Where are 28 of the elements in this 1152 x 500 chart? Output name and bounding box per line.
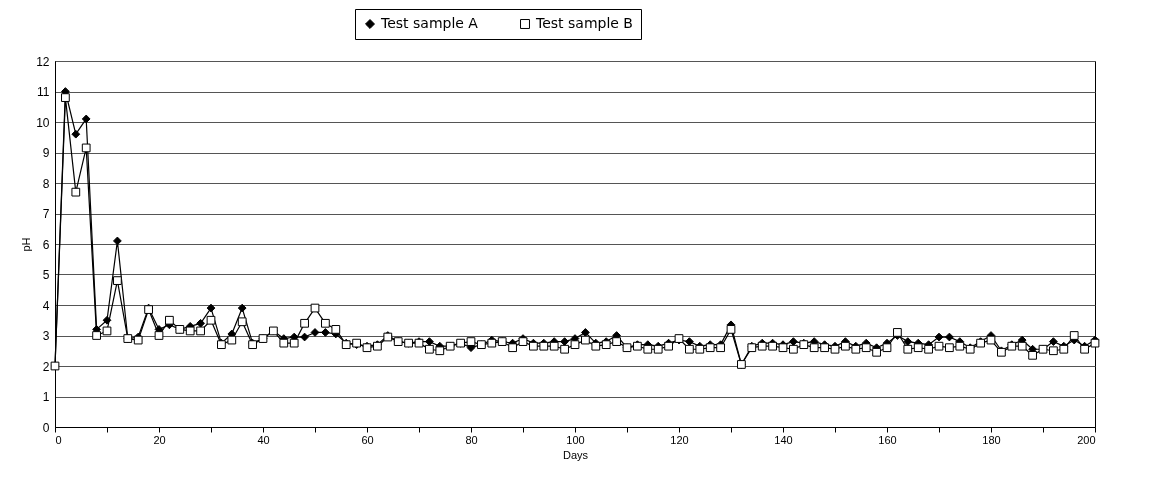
x-tick-label: 60 xyxy=(361,433,374,446)
x-tick-label: 40 xyxy=(257,433,270,446)
x-tick-label: 200 xyxy=(1077,433,1096,446)
y-tick-label: 10 xyxy=(36,115,50,130)
x-tick-label: 20 xyxy=(153,433,166,446)
x-tick-label: 160 xyxy=(878,433,897,446)
y-axis-title: pH xyxy=(20,237,33,252)
y-tick-label: 3 xyxy=(42,329,50,343)
x-tick-label: 120 xyxy=(670,433,689,446)
y-tick-label: 9 xyxy=(42,146,50,160)
y-tick-label: 5 xyxy=(42,268,50,282)
y-tick-label: 4 xyxy=(42,298,50,313)
x-axis-title: Days xyxy=(562,448,589,461)
x-tick-label: 80 xyxy=(465,433,478,446)
y-tick-label: 12 xyxy=(36,54,50,69)
x-tick-label: 140 xyxy=(774,433,793,446)
x-tick-label: 0 xyxy=(55,433,62,446)
y-tick-label: 6 xyxy=(42,237,50,252)
y-tick-label: 0 xyxy=(42,420,50,435)
y-tick-label: 1 xyxy=(42,390,50,404)
y-tick-label: 2 xyxy=(42,359,50,374)
x-tick-label: 180 xyxy=(982,433,1001,446)
y-tick-label: 8 xyxy=(42,176,50,191)
y-tick-label: 11 xyxy=(37,85,50,99)
x-tick-label: 100 xyxy=(566,433,585,446)
legend-label: Test sample A xyxy=(380,15,479,31)
y-tick-label: 7 xyxy=(42,207,50,221)
legend-label: Test sample B xyxy=(535,15,633,31)
